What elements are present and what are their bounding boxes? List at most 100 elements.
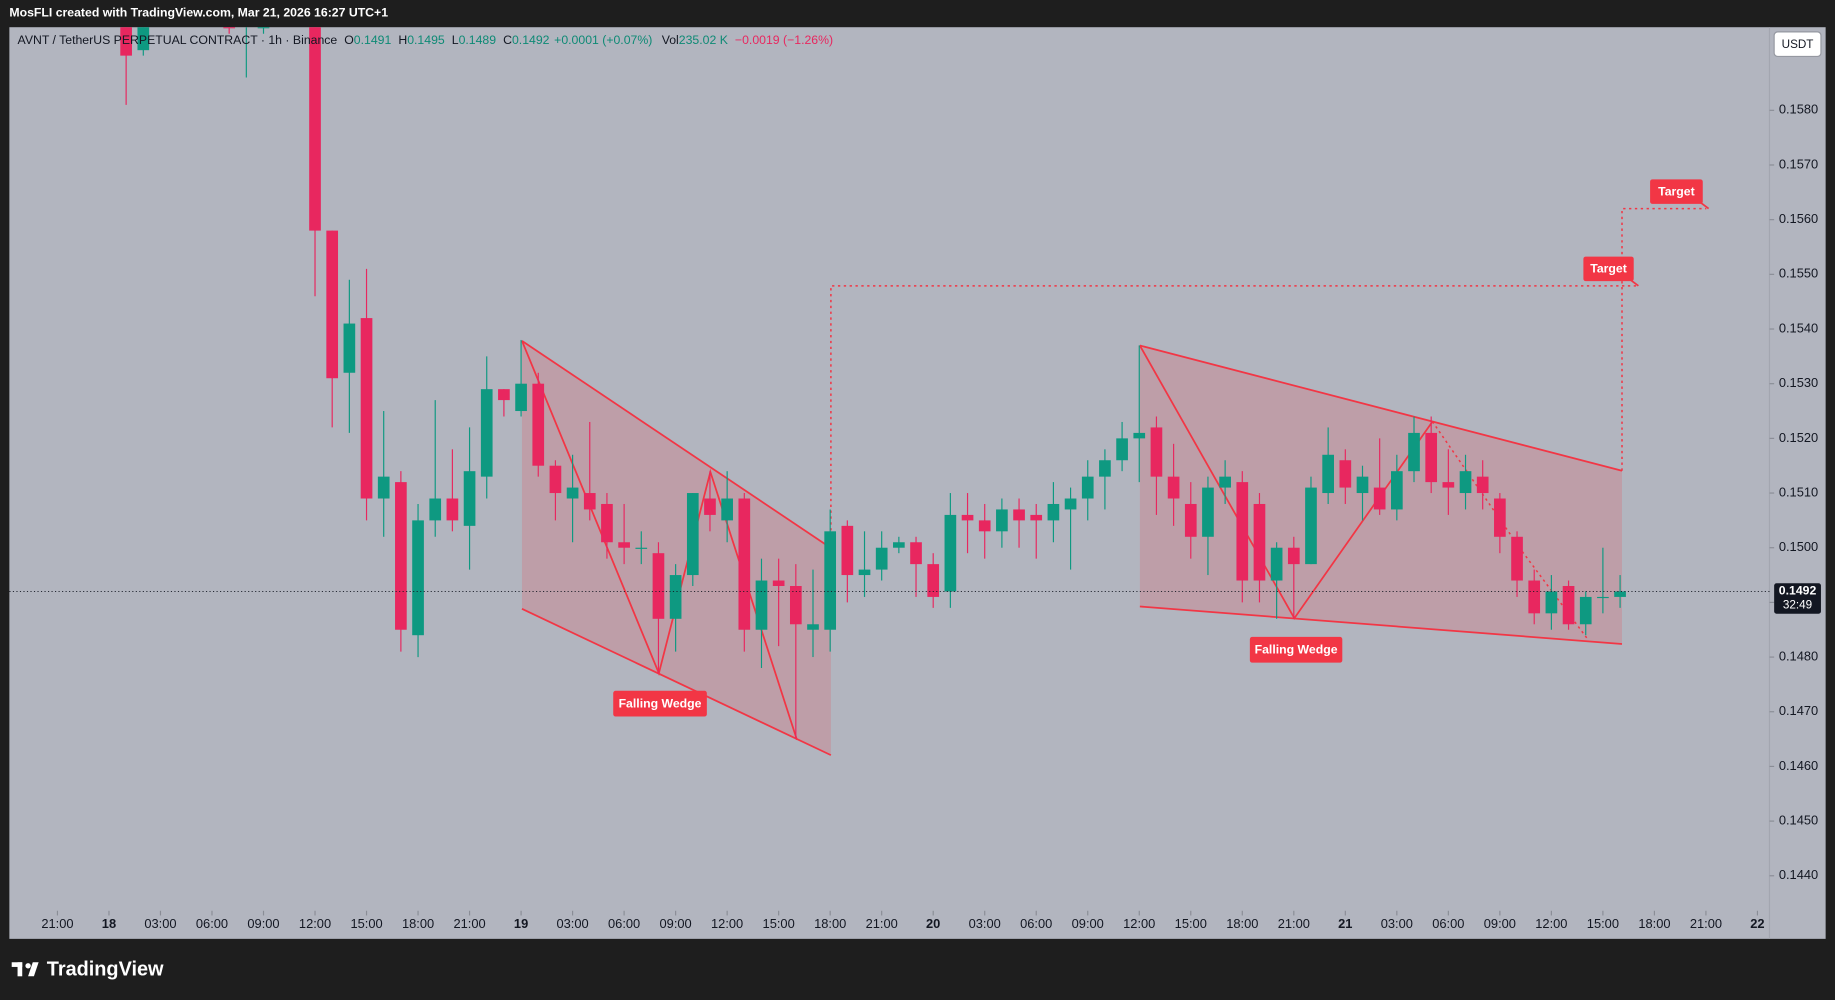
y-tick-label: 0.1530 bbox=[1779, 375, 1818, 390]
label-box bbox=[1249, 636, 1343, 663]
candle-body bbox=[532, 383, 545, 466]
x-tick-label: 12:00 bbox=[711, 916, 743, 931]
candle-body bbox=[480, 389, 493, 477]
candle-body bbox=[1597, 596, 1609, 599]
candle-body bbox=[841, 525, 854, 576]
x-tick-label: 09:00 bbox=[1484, 916, 1516, 931]
x-tick-label: 03:00 bbox=[1381, 916, 1413, 931]
legend-value: 0.1492 bbox=[512, 34, 550, 48]
annotation-label: Target bbox=[1590, 262, 1627, 276]
y-tick-label: 0.1500 bbox=[1779, 539, 1818, 554]
candle-body bbox=[686, 493, 699, 576]
legend-key: O bbox=[344, 34, 354, 48]
logo-shape bbox=[25, 963, 31, 969]
currency-button-label[interactable]: USDT bbox=[1782, 38, 1814, 51]
x-tick-label: 06:00 bbox=[196, 916, 228, 931]
candle-body bbox=[1287, 547, 1300, 565]
annotation-label: Target bbox=[1658, 184, 1695, 198]
currency-button[interactable] bbox=[1773, 31, 1822, 58]
wedge-line bbox=[521, 608, 832, 756]
x-tick-label: 15:00 bbox=[350, 916, 382, 931]
legend-key: Vol bbox=[662, 34, 679, 48]
candle-body bbox=[1047, 503, 1060, 521]
last-price-label: 0.1492 bbox=[1779, 584, 1817, 598]
candle-body bbox=[566, 487, 579, 499]
legend: AVNT / TetherUS PERPETUAL CONTRACT · 1h … bbox=[18, 34, 834, 48]
wedge-line bbox=[1139, 605, 1623, 645]
candle-body bbox=[583, 493, 596, 510]
candle-body bbox=[944, 514, 957, 592]
x-tick-label: 18:00 bbox=[402, 916, 434, 931]
legend-key: L bbox=[452, 34, 459, 48]
candle-body bbox=[1390, 471, 1403, 510]
candle-body bbox=[360, 318, 373, 499]
y-tick-label: 0.1520 bbox=[1779, 430, 1818, 445]
candle-body bbox=[223, 27, 235, 29]
x-tick-label: 09:00 bbox=[247, 916, 279, 931]
candle-body bbox=[1202, 487, 1214, 537]
candle-body bbox=[137, 27, 150, 51]
x-tick-label: 06:00 bbox=[1432, 916, 1464, 931]
candle-body bbox=[601, 503, 613, 543]
candle-body bbox=[738, 498, 751, 630]
candle-body bbox=[1373, 487, 1386, 510]
label-box bbox=[613, 690, 707, 717]
legend-value: 0.1495 bbox=[407, 34, 445, 48]
candle-body bbox=[807, 624, 819, 630]
candle-body bbox=[1133, 432, 1146, 439]
caption: MosFLI created with TradingView.com, Mar… bbox=[9, 5, 388, 19]
candle-body bbox=[309, 27, 321, 231]
y-tick-label: 0.1550 bbox=[1779, 266, 1818, 281]
symbol: AVNT / TetherUS PERPETUAL CONTRACT · 1h … bbox=[18, 34, 338, 48]
candle-body bbox=[257, 27, 270, 29]
x-tick-label: 03:00 bbox=[144, 916, 176, 931]
x-tick-label: 09:00 bbox=[1072, 916, 1104, 931]
x-tick-label: 15:00 bbox=[1587, 916, 1619, 931]
y-tick-label: 0.1480 bbox=[1779, 648, 1818, 663]
legend-key: H bbox=[398, 34, 407, 48]
annotation-label: Falling Wedge bbox=[619, 696, 702, 710]
label-box bbox=[1650, 179, 1703, 204]
x-tick-label: 21:00 bbox=[866, 916, 898, 931]
y-tick-label: 0.1460 bbox=[1779, 758, 1818, 773]
annotation-label: Falling Wedge bbox=[1255, 643, 1338, 657]
candle-body bbox=[1614, 591, 1626, 597]
candle-body bbox=[549, 465, 562, 494]
y-tick-label: 0.1570 bbox=[1779, 156, 1818, 171]
x-tick-label: 21:00 bbox=[41, 916, 73, 931]
y-tick-label: 0.1560 bbox=[1779, 211, 1818, 226]
candles bbox=[120, 27, 1626, 740]
x-tick-label: 18:00 bbox=[1638, 916, 1670, 931]
label-box bbox=[1583, 256, 1634, 282]
logo-shape bbox=[17, 962, 23, 977]
x-tick-label: 21:00 bbox=[1278, 916, 1310, 931]
candle-body bbox=[893, 542, 905, 548]
legend-change: +0.0001 (+0.07%) bbox=[554, 34, 652, 48]
candle-body bbox=[1494, 498, 1506, 537]
candle-body bbox=[120, 27, 132, 56]
y-tick-label: 0.1510 bbox=[1779, 484, 1818, 499]
x-tick-label: 12:00 bbox=[299, 916, 331, 931]
x-tick-label: 21 bbox=[1338, 916, 1352, 931]
y-tick-label: 0.1580 bbox=[1779, 102, 1818, 117]
x-tick-label: 21:00 bbox=[1690, 916, 1722, 931]
candle-body bbox=[1064, 498, 1077, 510]
candle-body bbox=[755, 580, 768, 630]
annotation-labels: Falling Wedge Falling Wedge Target Targe… bbox=[613, 179, 1703, 717]
candle-body bbox=[1305, 487, 1317, 565]
x-tick-label: 18:00 bbox=[814, 916, 846, 931]
candle-body bbox=[910, 542, 922, 565]
candle-body bbox=[961, 514, 974, 521]
y-tick-label: 0.1470 bbox=[1779, 703, 1818, 718]
candle-body bbox=[446, 498, 459, 521]
candle-body bbox=[1184, 503, 1197, 537]
x-tick-label: 15:00 bbox=[1175, 916, 1207, 931]
candle-body bbox=[978, 520, 991, 532]
candle-body bbox=[395, 482, 407, 630]
x-tick-label: 03:00 bbox=[557, 916, 589, 931]
candle-body bbox=[1356, 476, 1369, 494]
x-tick-label: 12:00 bbox=[1535, 916, 1567, 931]
last-price-box bbox=[1774, 583, 1821, 614]
